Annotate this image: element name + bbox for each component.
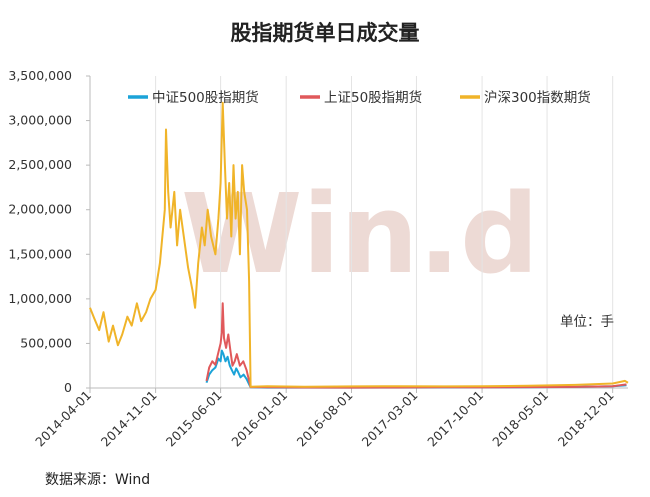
series-line-2 bbox=[89, 101, 629, 388]
y-tick-label: 1,500,000 bbox=[8, 246, 72, 261]
x-axis-ticks: 2014-04-01 2014-11-01 2015-06-01 2016-01-01… bbox=[32, 388, 617, 450]
x-tick-label: 2016-08-01 bbox=[294, 388, 356, 450]
series-lines bbox=[89, 101, 629, 389]
legend-label-1: 上证50股指期货 bbox=[324, 89, 422, 106]
x-tick-label: 2017-03-01 bbox=[359, 388, 421, 450]
y-tick-label: 3,000,000 bbox=[8, 113, 72, 128]
chart-title: 股指期货单日成交量 bbox=[231, 21, 420, 45]
legend-label-2: 沪深300指数期货 bbox=[484, 89, 591, 106]
y-tick-label: 1,000,000 bbox=[8, 291, 72, 306]
x-tick-label: 2014-04-01 bbox=[32, 388, 94, 450]
source-note: 数据来源：Wind bbox=[45, 472, 150, 488]
x-tick-label: 2018-12-01 bbox=[555, 388, 617, 450]
legend-label-0: 中证500股指期货 bbox=[152, 89, 259, 106]
x-tick-label: 2014-11-01 bbox=[98, 388, 160, 450]
y-tick-label: 500,000 bbox=[20, 335, 72, 350]
legend: 中证500股指期货 上证50股指期货 沪深300指数期货 bbox=[128, 89, 591, 106]
x-tick-label: 2018-05-01 bbox=[489, 388, 551, 450]
x-tick-label: 2015-06-01 bbox=[163, 388, 225, 450]
x-tick-label: 2016-01-01 bbox=[228, 388, 290, 450]
y-tick-label: 2,000,000 bbox=[8, 202, 72, 217]
unit-note: 单位：手 bbox=[560, 314, 614, 330]
y-tick-label: 2,500,000 bbox=[8, 157, 72, 172]
y-axis-ticks: 3,500,000 3,000,000 2,500,000 2,000,000 1,50… bbox=[8, 68, 90, 395]
y-tick-label: 0 bbox=[64, 380, 72, 395]
y-tick-label: 3,500,000 bbox=[8, 68, 72, 83]
x-tick-label: 2017-10-01 bbox=[424, 388, 486, 450]
